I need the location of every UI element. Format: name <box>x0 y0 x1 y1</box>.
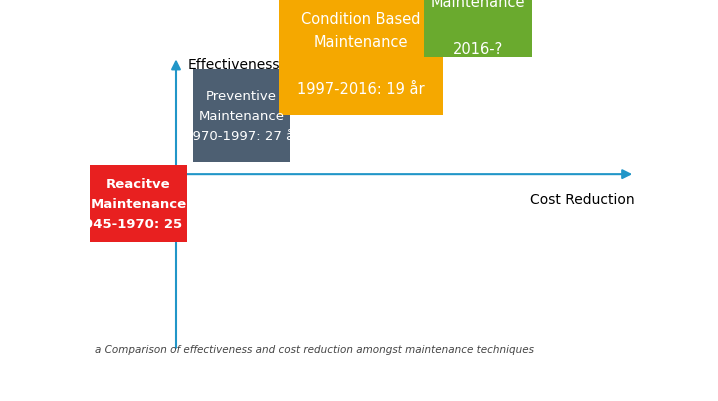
Text: Predictive
Maintenance

2016-?: Predictive Maintenance 2016-? <box>431 0 525 57</box>
FancyBboxPatch shape <box>424 0 532 57</box>
Text: Reacitve
Maintenance
1945-1970: 25 år: Reacitve Maintenance 1945-1970: 25 år <box>75 178 202 231</box>
FancyBboxPatch shape <box>90 166 187 243</box>
Text: Condition Based
Maintenance

1997-2016: 19 år: Condition Based Maintenance 1997-2016: 1… <box>297 12 425 97</box>
Text: Cost Reduction: Cost Reduction <box>531 192 635 207</box>
FancyBboxPatch shape <box>192 70 290 162</box>
FancyBboxPatch shape <box>279 0 443 116</box>
Text: a Comparison of effectiveness and cost reduction amongst maintenance techniques: a Comparison of effectiveness and cost r… <box>95 344 534 354</box>
Text: Preventive
Maintenance
1970-1997: 27 år: Preventive Maintenance 1970-1997: 27 år <box>184 89 299 142</box>
Text: Effectiveness: Effectiveness <box>187 57 279 71</box>
